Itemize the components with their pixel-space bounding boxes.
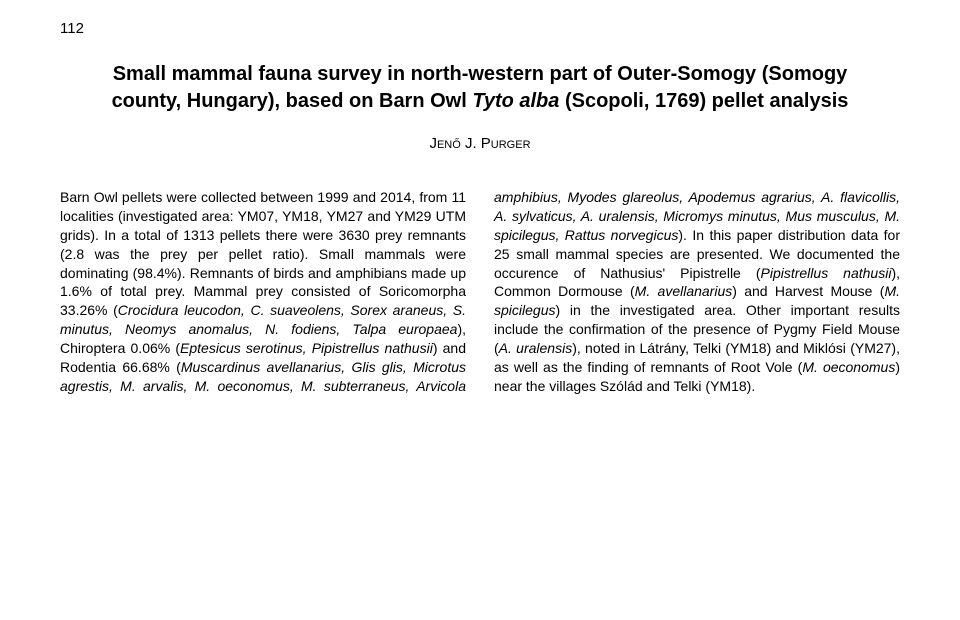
title-species: Tyto alba: [472, 90, 559, 112]
page-number: 112: [60, 20, 900, 37]
species-oeconomus: M. oeconomus: [802, 359, 895, 375]
author: Jenő J. Purger: [60, 135, 900, 152]
title-post: (Scopoli, 1769) pellet analysis: [559, 90, 848, 112]
abstract-paragraph: Barn Owl pellets were collected between …: [60, 188, 900, 396]
species-avellanarius: M. avellanarius: [635, 283, 733, 299]
species-soricomorpha: Crocidura leucodon, C. suaveolens, Sorex…: [60, 302, 466, 337]
species-uralensis: A. uralensis: [499, 340, 573, 356]
abstract-columns: Barn Owl pellets were collected between …: [60, 188, 900, 396]
abstract-text-1: Barn Owl pellets were collected between …: [60, 189, 466, 318]
species-pipistrellus: Pipistrellus nathusii: [761, 265, 892, 281]
abstract-text-6: ) and Harvest Mouse (: [732, 283, 884, 299]
species-chiroptera: Eptesicus serotinus, Pipistrellus nathus…: [180, 340, 433, 356]
article-title: Small mammal fauna survey in north-weste…: [90, 61, 870, 115]
